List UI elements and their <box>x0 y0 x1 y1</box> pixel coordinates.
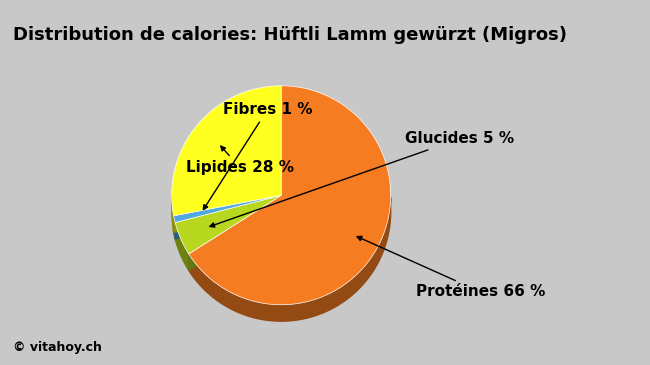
Polygon shape <box>174 195 281 232</box>
Polygon shape <box>188 195 281 270</box>
Polygon shape <box>175 223 188 270</box>
Polygon shape <box>188 197 391 321</box>
Polygon shape <box>174 195 281 232</box>
Text: Glucides 5 %: Glucides 5 % <box>210 131 514 227</box>
Polygon shape <box>175 195 281 239</box>
Polygon shape <box>175 195 281 239</box>
Polygon shape <box>174 216 175 239</box>
Text: Fibres 1 %: Fibres 1 % <box>203 102 312 210</box>
Polygon shape <box>188 195 281 270</box>
Polygon shape <box>175 195 281 254</box>
Text: © vitahoy.ch: © vitahoy.ch <box>13 341 102 354</box>
Text: Protéines 66 %: Protéines 66 % <box>357 237 545 300</box>
Text: Lipides 28 %: Lipides 28 % <box>187 146 294 176</box>
Polygon shape <box>188 86 391 305</box>
Polygon shape <box>174 195 281 223</box>
Polygon shape <box>172 86 281 216</box>
Polygon shape <box>172 196 174 232</box>
Text: Distribution de calories: Hüftli Lamm gewürzt (Migros): Distribution de calories: Hüftli Lamm ge… <box>13 26 567 43</box>
